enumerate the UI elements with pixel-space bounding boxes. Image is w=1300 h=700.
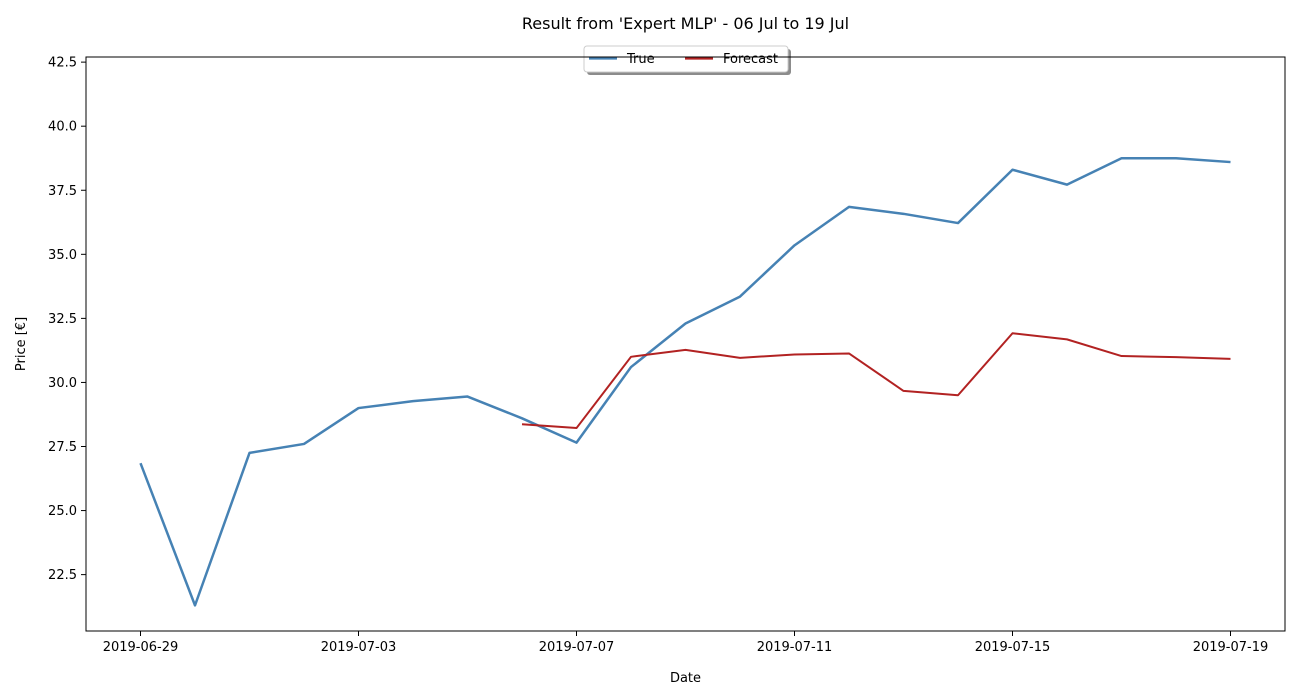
x-tick-label: 2019-07-03 (321, 640, 397, 655)
y-tick-label: 35.0 (48, 248, 77, 263)
x-tick-label: 2019-07-15 (975, 640, 1051, 655)
x-tick-label: 2019-07-07 (539, 640, 615, 655)
y-tick-label: 25.0 (48, 504, 77, 519)
y-tick-label: 42.5 (48, 56, 77, 71)
chart-title: Result from 'Expert MLP' - 06 Jul to 19 … (522, 14, 849, 33)
x-tick-label: 2019-06-29 (103, 640, 179, 655)
y-tick-label: 30.0 (48, 376, 77, 391)
x-axis-label: Date (670, 671, 701, 686)
y-tick-label: 40.0 (48, 120, 77, 135)
series-line-true (139, 156, 1231, 607)
plot-area (139, 156, 1231, 607)
legend: True Forecast (583, 45, 791, 75)
legend-label-forecast: Forecast (723, 52, 778, 67)
axes-frame (85, 56, 1286, 632)
y-tick-label: 32.5 (48, 312, 77, 327)
y-tick-label: 27.5 (48, 440, 77, 455)
legend-label-true: True (626, 52, 655, 67)
x-tick-label: 2019-07-11 (757, 640, 833, 655)
y-tick-label: 37.5 (48, 184, 77, 199)
y-axis-label: Price [€] (14, 317, 29, 371)
x-tick-label: 2019-07-19 (1193, 640, 1269, 655)
series-line-forecast (521, 332, 1231, 430)
y-tick-label: 22.5 (48, 568, 77, 583)
